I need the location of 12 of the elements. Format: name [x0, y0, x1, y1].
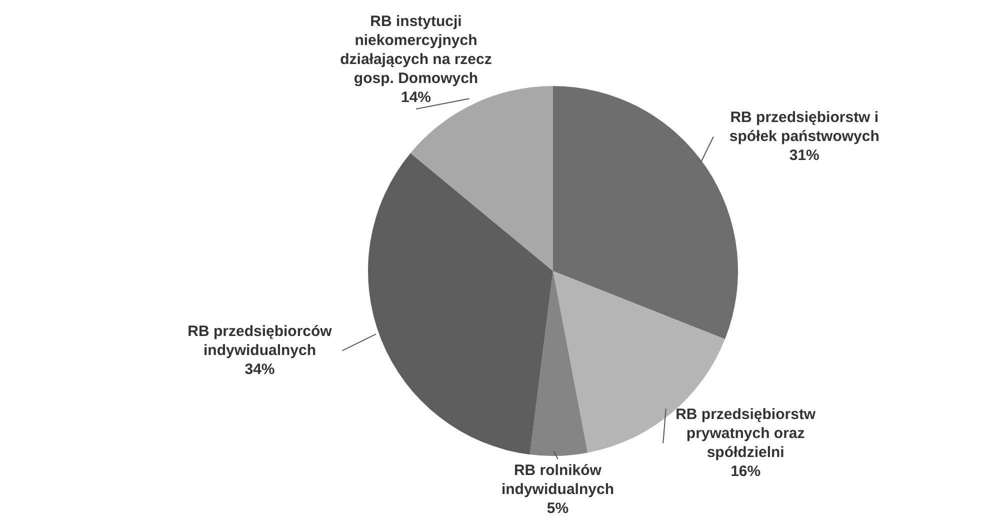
- pie-slice: [368, 153, 553, 455]
- slice-label: RB przedsiębiorstw i spółek państwowych: [729, 109, 880, 146]
- data-label: 14%: [400, 89, 432, 106]
- data-label: 5%: [546, 500, 569, 517]
- slice-label: RB rolników indywidualnych: [501, 462, 614, 498]
- slice-label: RB instytucji niekomercyjnych działających na rzecz gosp. Domowych: [340, 13, 492, 87]
- slice-label: RB przedsiębiorców indywidualnych: [188, 323, 332, 360]
- data-label: 34%: [244, 361, 275, 378]
- slice-label: RB przedsiębiorstw prywatnych oraz spółdzielni: [676, 406, 816, 462]
- data-label: 31%: [789, 147, 820, 164]
- data-label: 16%: [730, 463, 761, 480]
- pie-slice: [530, 271, 588, 456]
